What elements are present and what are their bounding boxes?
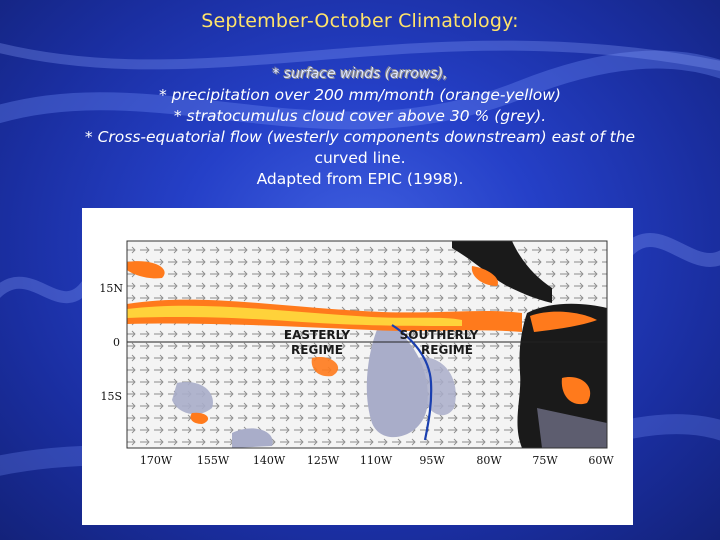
desc-line-source: Adapted from EPIC (1998).	[256, 170, 464, 188]
climatology-map-figure: EASTERLY REGIME SOUTHERLY REGIME 15N 0 1…	[82, 208, 633, 525]
land-central-america	[452, 241, 552, 303]
desc-line-cloud: * stratocumulus cloud cover above 30 % (…	[173, 107, 547, 125]
lon-label-95w: 95W	[419, 454, 445, 467]
lat-label-15s: 15S	[100, 390, 122, 403]
label-easterly-line1: EASTERLY	[284, 328, 351, 342]
lon-label-80w: 80W	[476, 454, 502, 467]
desc-line-curved: curved line.	[314, 149, 406, 167]
label-southerly-line1: SOUTHERLY	[400, 328, 479, 342]
climatology-map: EASTERLY REGIME SOUTHERLY REGIME 15N 0 1…	[99, 240, 614, 467]
desc-line-precip: * precipitation over 200 mm/month (orang…	[159, 86, 561, 104]
label-southerly-line2: REGIME	[421, 343, 473, 357]
lat-label-15n: 15N	[99, 282, 123, 295]
lon-label-170w: 170W	[140, 454, 173, 467]
desc-line-winds: * surface winds (arrows),	[272, 66, 448, 82]
slide-description: * surface winds (arrows), * precipitatio…	[0, 64, 720, 190]
lon-label-125w: 125W	[307, 454, 340, 467]
slide-title: September-October Climatology:	[201, 10, 519, 32]
cloud-region-east	[366, 318, 428, 438]
cross-equatorial-line	[391, 324, 433, 441]
label-easterly-line2: REGIME	[291, 343, 343, 357]
lon-label-155w: 155W	[197, 454, 230, 467]
desc-line-crossflow: * Cross-equatorial flow (westerly compon…	[84, 128, 636, 146]
lat-label-0: 0	[113, 336, 120, 349]
lon-label-110w: 110W	[360, 454, 393, 467]
lon-label-140w: 140W	[253, 454, 286, 467]
lon-label-60w: 60W	[588, 454, 614, 467]
lon-label-75w: 75W	[532, 454, 558, 467]
lon-labels: 170W 155W 140W 125W 110W 95W 80W 75W 60W	[140, 454, 614, 467]
